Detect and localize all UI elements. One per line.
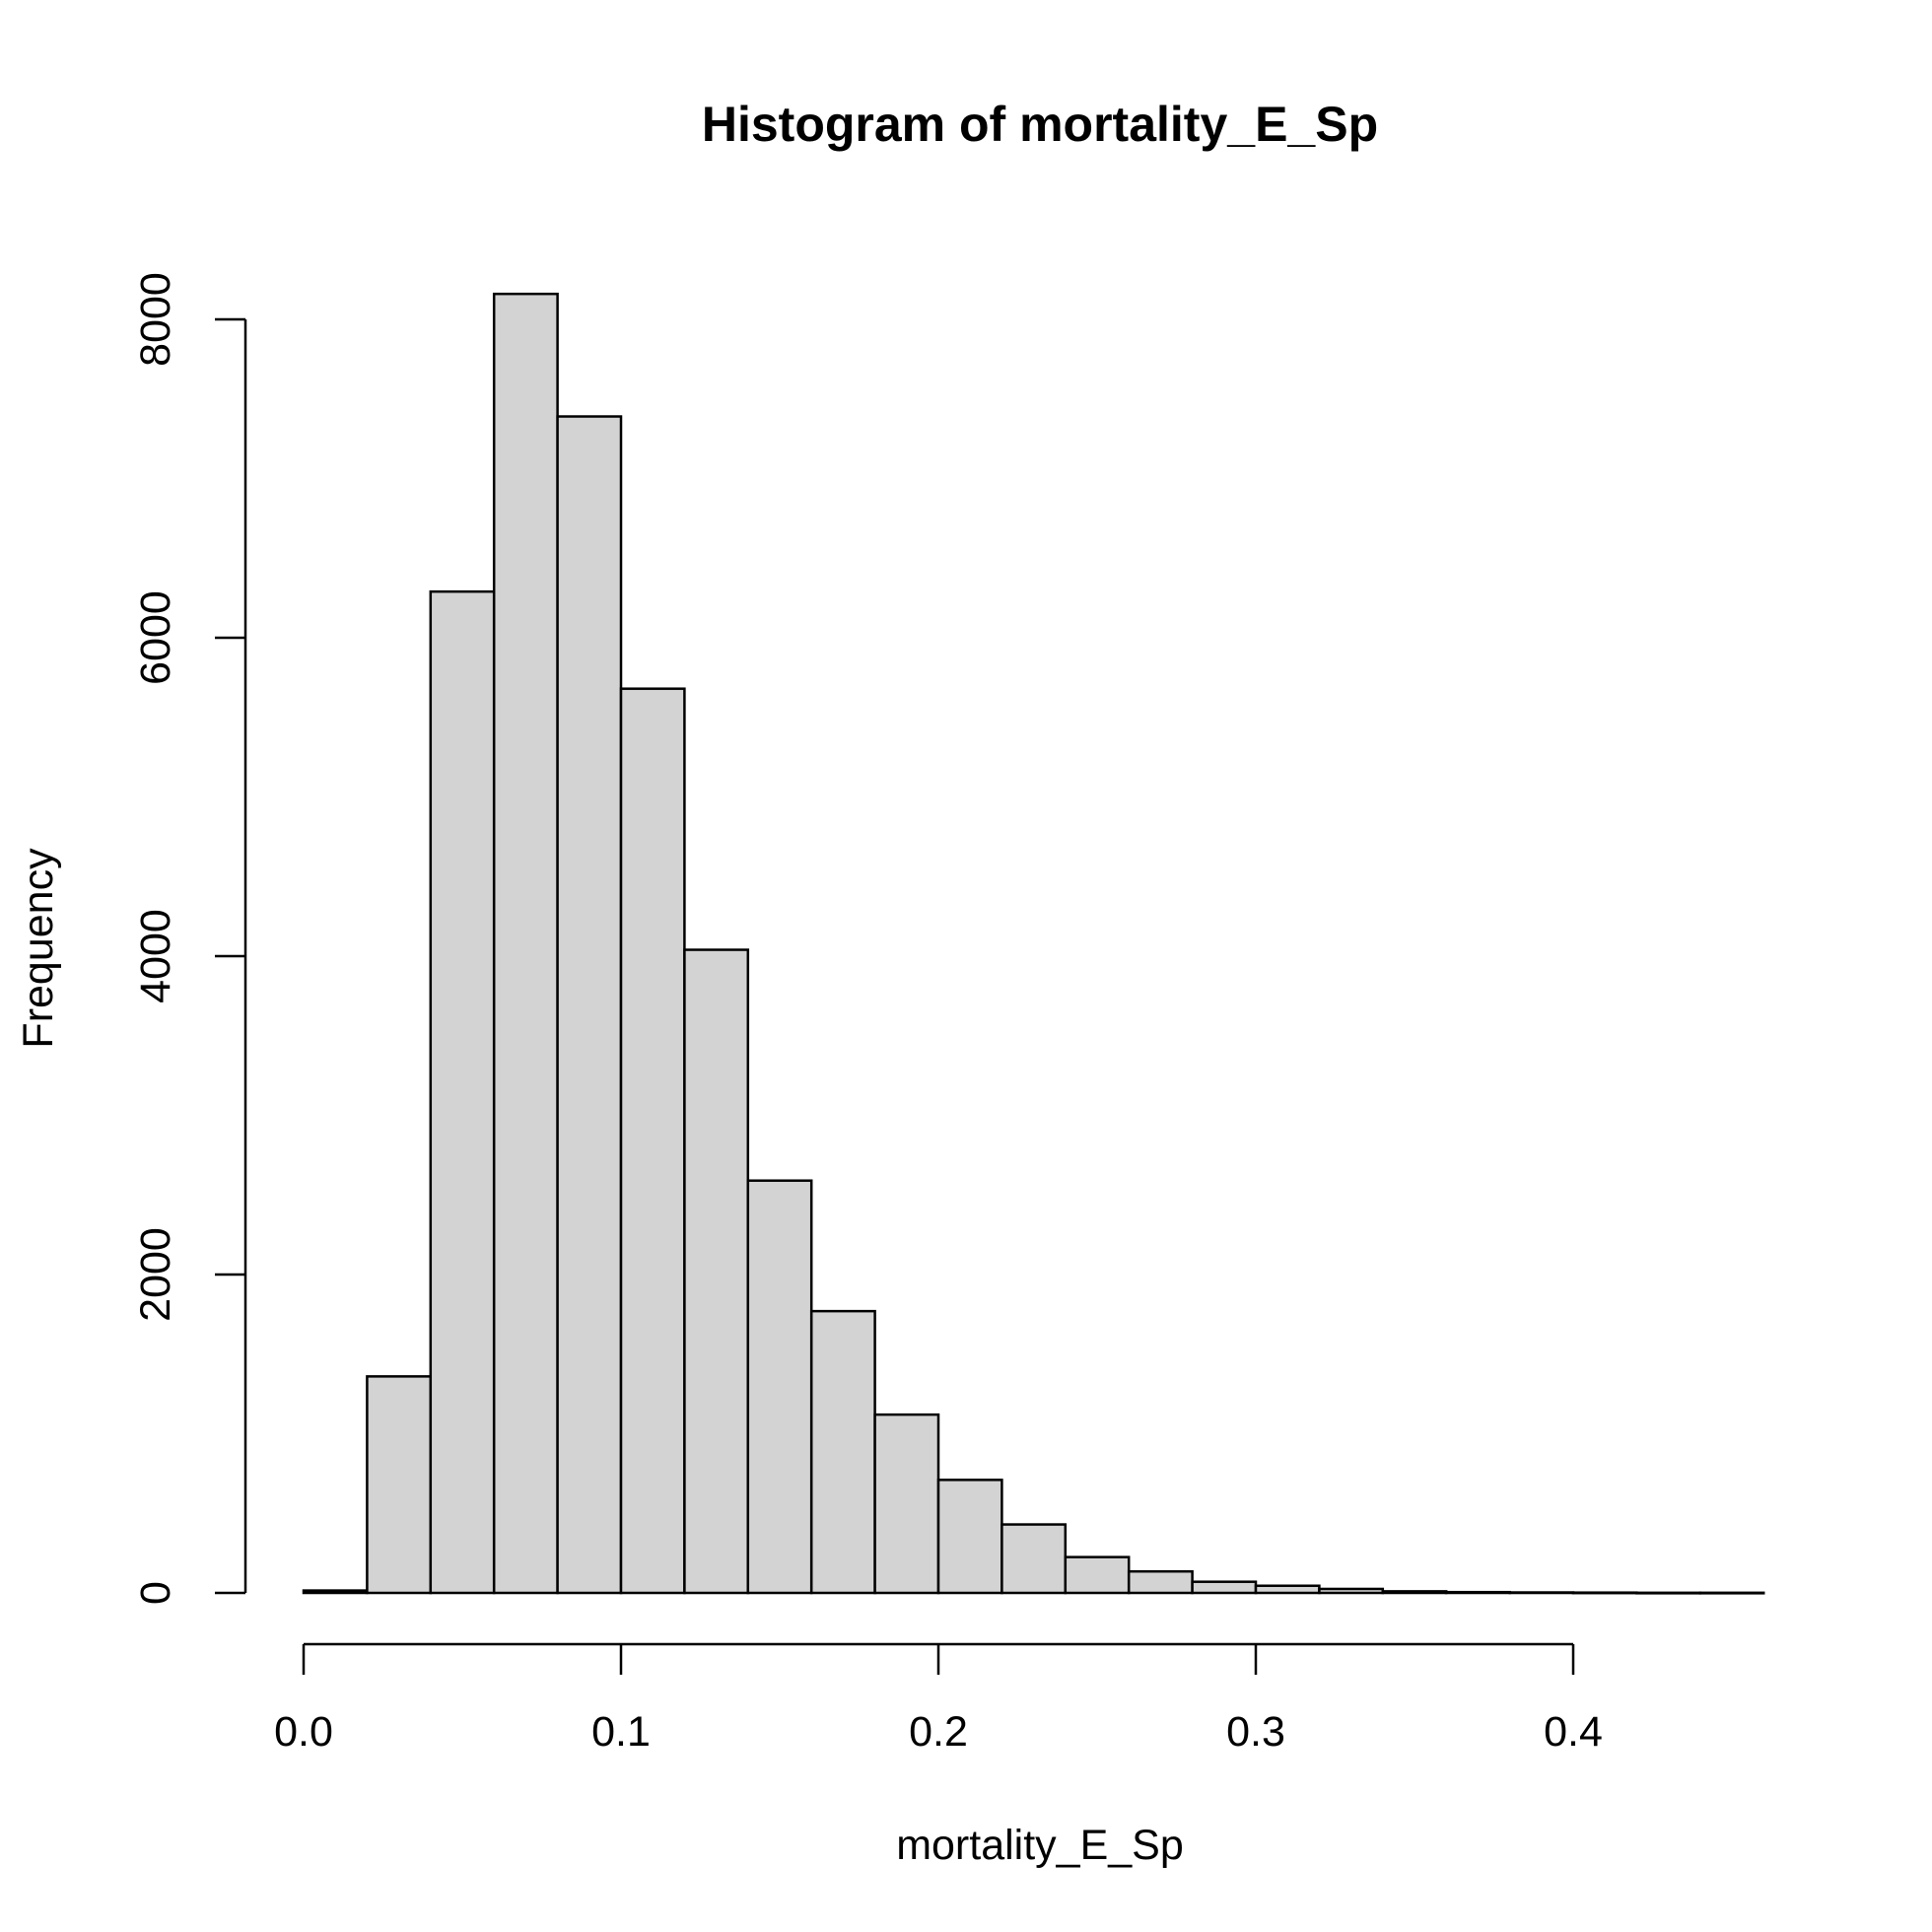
y-tick-label-4: 8000 <box>132 272 179 367</box>
histogram-bar-13 <box>1127 1569 1194 1595</box>
histogram-bar-19 <box>1508 1591 1575 1595</box>
y-tick-label-1: 2000 <box>132 1227 179 1322</box>
y-tick-label-0: 0 <box>132 1581 179 1605</box>
x-axis-label: mortality_E_Sp <box>896 1822 1184 1869</box>
histogram-bar-7 <box>746 1179 813 1595</box>
y-axis-label: Frequency <box>15 848 62 1049</box>
histogram-bar-6 <box>683 948 750 1595</box>
y-tick-label-2: 4000 <box>132 909 179 1003</box>
histogram-bar-20 <box>1571 1591 1638 1595</box>
histogram-bar-3 <box>492 292 559 1595</box>
histogram-bar-21 <box>1635 1591 1702 1595</box>
x-tick-label-2: 0.2 <box>909 1708 968 1756</box>
histogram-bar-5 <box>619 687 686 1595</box>
histogram-bar-9 <box>873 1413 940 1595</box>
histogram-bar-10 <box>936 1479 1003 1595</box>
histogram-bar-11 <box>1000 1523 1068 1595</box>
histogram-bar-16 <box>1318 1587 1385 1595</box>
x-tick-label-0: 0.0 <box>274 1708 333 1756</box>
histogram-bar-8 <box>809 1309 876 1595</box>
histogram-bar-2 <box>429 589 496 1595</box>
x-tick-label-3: 0.3 <box>1226 1708 1285 1756</box>
bars-group <box>302 292 1765 1595</box>
histogram-bar-1 <box>366 1375 433 1595</box>
x-tick-label-4: 0.4 <box>1544 1708 1603 1756</box>
histogram-bar-17 <box>1381 1590 1448 1595</box>
chart-title: Histogram of mortality_E_Sp <box>702 97 1378 152</box>
histogram-bar-18 <box>1444 1590 1511 1595</box>
x-tick-label-1: 0.1 <box>591 1708 651 1756</box>
histogram-bar-22 <box>1698 1591 1765 1595</box>
y-axis: 0 2000 4000 6000 8000 <box>132 272 247 1605</box>
histogram-bar-14 <box>1191 1580 1258 1595</box>
histogram-bar-12 <box>1064 1555 1131 1595</box>
histogram-bar-0 <box>302 1589 369 1595</box>
x-axis: 0.0 0.1 0.2 0.3 0.4 <box>274 1642 1603 1756</box>
histogram-bar-4 <box>556 415 623 1595</box>
histogram-bar-15 <box>1254 1584 1321 1595</box>
y-tick-label-3: 6000 <box>132 590 179 685</box>
